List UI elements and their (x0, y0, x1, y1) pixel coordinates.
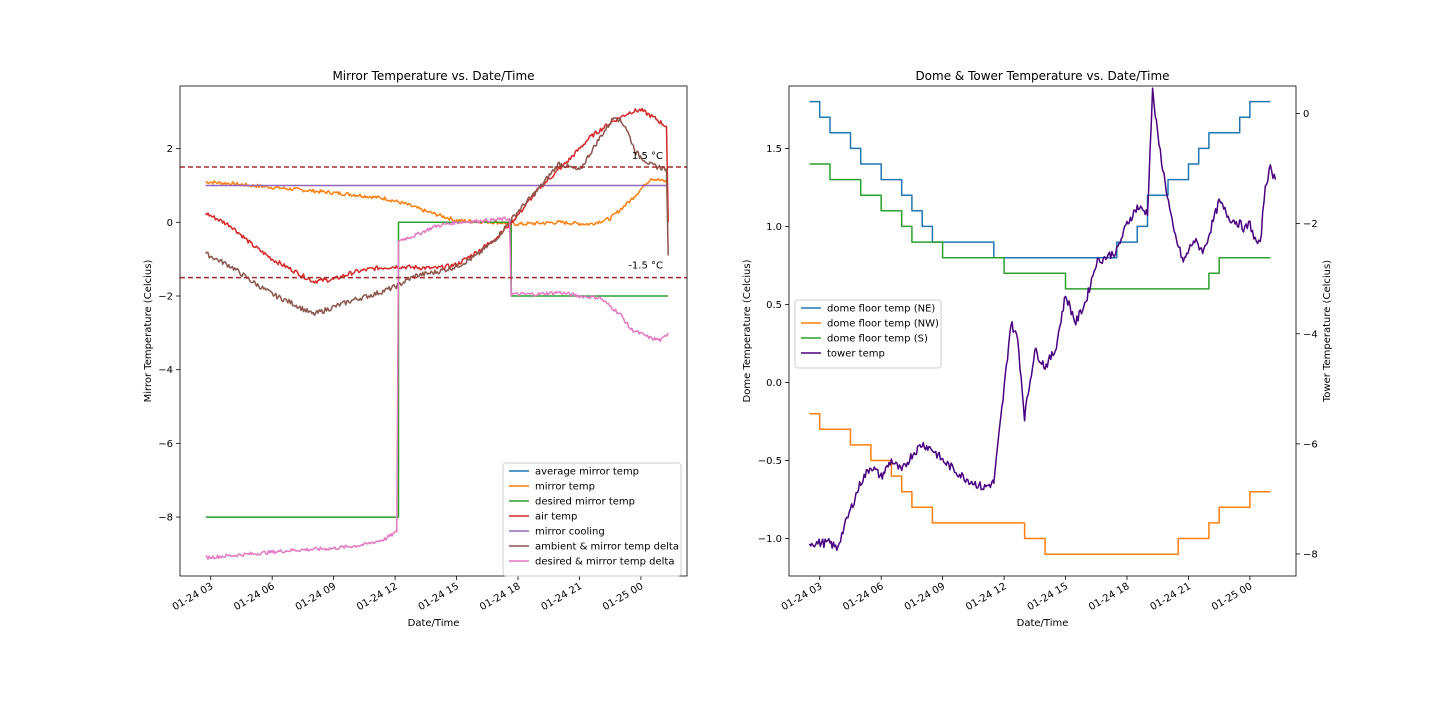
legend: average mirror temp mirror temp desired mi… (502, 462, 682, 577)
series-line (205, 107, 669, 284)
series-line (205, 117, 669, 317)
legend-label: tower temp (827, 349, 885, 360)
series-line (808, 87, 1277, 552)
legend-box (794, 299, 942, 369)
y-tick-label: 1.0 (766, 222, 782, 233)
chart-title: Dome & Tower Temperature vs. Date/Time (915, 69, 1169, 83)
legend-box (502, 462, 682, 577)
y-axis-label: Dome Temperature (Celcius) (742, 259, 753, 402)
legend-label: desired mirror temp (535, 497, 635, 508)
y2-tick-label: −4 (1303, 329, 1318, 340)
legend: dome floor temp (NE) dome floor temp (NW)… (794, 299, 942, 369)
series-line (809, 163, 1271, 290)
legend-label: dome floor temp (NE) (827, 304, 935, 315)
x-axis-label: Date/Time (1017, 618, 1069, 629)
legend-label: ambient & mirror temp delta (535, 542, 679, 553)
y-tick-label: −1.0 (758, 534, 782, 545)
legend-label: air temp (535, 512, 577, 523)
y2-tick-label: −8 (1303, 549, 1318, 560)
chart-title: Mirror Temperature vs. Date/Time (332, 69, 534, 83)
threshold-label: 1.5 °C (632, 151, 663, 162)
y-axis-label: Mirror Temperature (Celcius) (143, 260, 154, 403)
y-tick-label: 2 (167, 144, 173, 155)
series-layer (808, 87, 1277, 555)
y-tick-label: −2 (158, 292, 173, 303)
y-tick-label: 0.5 (766, 300, 782, 311)
plot-frame (788, 85, 1297, 577)
y2-axis-label: Tower Temperature (Celcius) (1322, 260, 1333, 403)
legend-label: dome floor temp (S) (827, 334, 928, 345)
y-tick-label: −0.5 (758, 456, 782, 467)
legend-label: mirror temp (535, 482, 595, 493)
y-tick-label: 1.5 (766, 144, 782, 155)
y2-tick-label: −2 (1303, 219, 1318, 230)
y-tick-label: 0.0 (766, 378, 782, 389)
legend-label: desired & mirror temp delta (535, 557, 674, 568)
y2-tick-label: −6 (1303, 439, 1318, 450)
y-tick-label: −4 (158, 365, 173, 376)
series-line (205, 177, 669, 227)
series-line (205, 216, 669, 560)
series-layer: 1.5 °C -1.5 °C (180, 107, 687, 560)
plot-frame (179, 85, 688, 577)
legend-label: mirror cooling (535, 527, 605, 538)
legend-label: average mirror temp (535, 467, 639, 478)
y-tick-label: −8 (158, 513, 173, 524)
series-line (809, 412, 1271, 555)
y-tick-label: −6 (158, 439, 173, 450)
legend-label: dome floor temp (NW) (827, 319, 939, 330)
y2-tick-label: 0 (1303, 109, 1309, 120)
y-tick-label: 0 (167, 218, 173, 229)
x-axis-label: Date/Time (408, 618, 460, 629)
threshold-label: -1.5 °C (628, 261, 663, 272)
